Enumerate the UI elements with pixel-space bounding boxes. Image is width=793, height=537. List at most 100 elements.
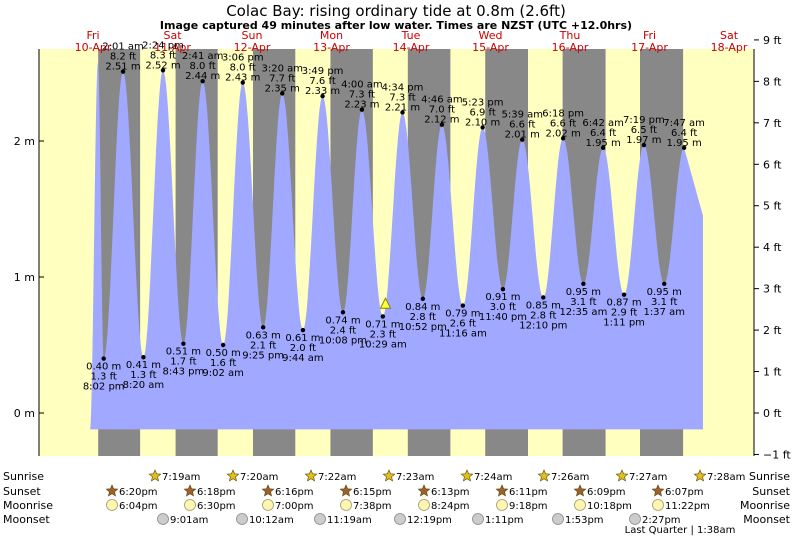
low-m-label: 0.87 m <box>606 298 641 309</box>
sunset-icon <box>495 484 509 497</box>
high-m-label: 2.02 m <box>546 128 581 139</box>
moonrise-icon <box>652 499 664 511</box>
high-ft-label: 7.0 ft <box>429 105 455 116</box>
moonset-time: 1:11pm <box>485 515 524 526</box>
tide-point <box>340 310 346 315</box>
low-m-label: 0.95 m <box>647 287 682 298</box>
tide-point <box>200 78 205 84</box>
moonset-icon <box>394 513 406 525</box>
moonset-time: 1:53pm <box>565 515 604 526</box>
day-name-5: Wed <box>479 29 503 42</box>
low-ft-label: 2.6 ft <box>450 319 476 330</box>
tide-point <box>240 80 245 85</box>
sunrise-time: 7:27am <box>629 472 667 483</box>
day-name-4: Tue <box>401 29 421 42</box>
tide-point <box>260 325 266 330</box>
chart-subtitle: Image captured 49 minutes after low wate… <box>160 19 632 32</box>
sunset-icon <box>339 484 353 497</box>
high-ft-label: 8.2 ft <box>110 52 136 63</box>
tide-area-path <box>90 62 703 430</box>
moonset-icon <box>157 513 169 525</box>
tide-point <box>581 281 586 286</box>
moonrise-icon <box>496 499 508 511</box>
sunset-icon <box>573 484 587 497</box>
high-ft-label: 6.6 ft <box>509 120 535 131</box>
tide-point <box>320 93 325 99</box>
tide-point <box>621 292 627 297</box>
low-time-label: 12:35 am <box>559 307 607 318</box>
high-m-label: 2.21 m <box>385 102 420 113</box>
tide-point <box>520 137 525 142</box>
day-date-7: 17-Apr <box>631 41 668 54</box>
tide-point <box>160 68 166 73</box>
row-label-sunrise: Sunrise <box>3 470 44 483</box>
high-time-label: 4:46 am <box>421 95 463 106</box>
sunset-icon <box>417 484 431 497</box>
low-m-label: 0.71 m <box>365 319 400 330</box>
low-ft-label: 2.4 ft <box>330 325 356 336</box>
moonset-icon <box>472 513 484 525</box>
high-time-label: 6:42 am <box>582 118 624 129</box>
high-m-label: 2.01 m <box>505 130 540 141</box>
tide-point <box>641 142 647 148</box>
low-m-label: 0.84 m <box>405 302 440 313</box>
moon-phase-label: Last Quarter | 1:38am <box>625 525 736 536</box>
moonrise-icon <box>340 499 352 511</box>
low-m-label: 0.91 m <box>485 292 520 303</box>
tide-point <box>120 69 126 74</box>
low-time-label: 10:08 pm <box>319 335 367 346</box>
moonset-time: 10:12am <box>249 515 294 526</box>
low-ft-label: 2.8 ft <box>410 312 436 323</box>
high-time-label: 7:47 am <box>663 118 705 129</box>
day-name-1: Sat <box>163 29 182 42</box>
low-m-label: 0.50 m <box>206 348 241 359</box>
day-date-3: 13-Apr <box>313 41 350 54</box>
high-time-label: 3:06 pm <box>222 53 264 64</box>
low-time-label: 8:43 pm <box>163 367 205 378</box>
moonrise-icon <box>262 499 274 511</box>
low-ft-label: 3.0 ft <box>490 302 516 313</box>
high-time-label: 4:34 pm <box>382 82 424 93</box>
high-ft-label: 6.5 ft <box>631 125 657 136</box>
current-tide-marker <box>379 297 392 309</box>
sunset-icon <box>105 484 119 497</box>
tide-point <box>181 341 186 346</box>
row-label-sunset: Sunset <box>3 485 41 498</box>
sunset-time: 6:09pm <box>587 487 626 498</box>
sunset-icon <box>651 484 665 497</box>
high-ft-label: 7.3 ft <box>349 90 375 101</box>
sunrise-icon <box>226 469 240 482</box>
moonrise-icon <box>184 499 196 511</box>
low-time-label: 9:44 am <box>282 353 324 364</box>
high-m-label: 2.23 m <box>344 100 379 111</box>
day-date-2: 12-Apr <box>234 41 271 54</box>
low-ft-label: 2.3 ft <box>370 329 396 340</box>
sunset-time: 6:16pm <box>275 487 314 498</box>
high-m-label: 2.35 m <box>265 83 300 94</box>
tide-point <box>480 125 485 130</box>
row-label-right-sunset: Sunset <box>752 485 790 498</box>
low-m-label: 0.74 m <box>325 315 360 326</box>
sunset-icon <box>183 484 197 497</box>
low-m-label: 0.51 m <box>166 347 201 358</box>
sunset-time: 6:18pm <box>197 487 236 498</box>
sunrise-time: 7:28am <box>707 472 745 483</box>
high-m-label: 2.10 m <box>465 117 500 128</box>
right-tick-label: 1 ft <box>763 366 782 379</box>
high-time-label: 3:20 am <box>262 63 304 74</box>
moonrise-time: 6:04pm <box>119 501 158 512</box>
moonrise-icon <box>574 499 586 511</box>
high-ft-label: 6.6 ft <box>550 118 576 129</box>
tide-point <box>541 295 546 300</box>
low-ft-label: 1.6 ft <box>210 358 236 369</box>
high-ft-label: 7.6 ft <box>309 76 335 87</box>
tide-point <box>380 314 386 319</box>
day-name-3: Mon <box>320 29 343 42</box>
left-tick-label: 0 m <box>14 407 35 420</box>
moonset-icon <box>629 513 641 525</box>
high-time-label: 6:18 pm <box>542 108 584 119</box>
high-m-label: 2.12 m <box>424 115 459 126</box>
row-label-moonrise: Moonrise <box>3 499 53 512</box>
moonset-time: 12:19pm <box>407 515 452 526</box>
high-m-label: 2.33 m <box>305 86 340 97</box>
